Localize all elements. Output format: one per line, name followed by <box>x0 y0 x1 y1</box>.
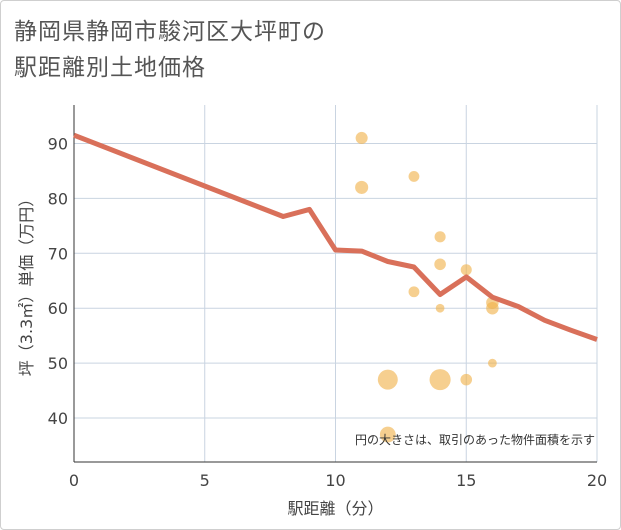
x-tick-label: 20 <box>587 471 607 490</box>
x-tick-label: 10 <box>325 471 345 490</box>
data-points <box>355 131 499 443</box>
size-legend-note: 円の大きさは、取引のあった物件面積を示す <box>355 432 595 447</box>
x-tick-label: 15 <box>456 471 476 490</box>
x-tick-label: 0 <box>69 471 79 490</box>
data-point <box>435 303 445 313</box>
y-tick-label: 70 <box>48 244 68 263</box>
tick-labels: 0 5 10 15 20 40 50 60 70 80 90 <box>48 134 608 490</box>
data-point <box>429 369 451 391</box>
x-tick-label: 5 <box>200 471 210 490</box>
trend-line-group <box>73 132 598 342</box>
chart-title-line-2: 駅距離別土地価格 <box>14 55 206 81</box>
data-point <box>460 373 473 386</box>
data-point <box>377 369 398 390</box>
data-point <box>486 301 499 315</box>
data-point <box>355 131 368 144</box>
trend-line <box>73 132 598 342</box>
chart-title-line-1: 静岡県静岡市駿河区大坪町の <box>14 19 326 45</box>
y-tick-label: 90 <box>48 134 68 153</box>
data-point <box>488 358 497 368</box>
y-tick-label: 80 <box>48 189 68 208</box>
y-tick-label: 60 <box>48 299 68 318</box>
grid-lines <box>73 105 598 463</box>
y-tick-label: 50 <box>48 354 68 373</box>
data-point <box>355 180 369 194</box>
y-tick-label: 40 <box>48 409 68 428</box>
x-axis-label: 駅距離（分） <box>287 499 383 518</box>
data-point <box>408 170 420 182</box>
data-point <box>434 258 446 271</box>
data-point <box>434 231 446 243</box>
data-point <box>460 264 472 276</box>
data-point <box>379 426 396 443</box>
chart-title: 静岡県静岡市駿河区大坪町の 駅距離別土地価格 <box>14 14 326 86</box>
data-point <box>408 286 420 298</box>
y-axis-label: 坪（3.3㎡）単価（万円） <box>17 191 36 376</box>
